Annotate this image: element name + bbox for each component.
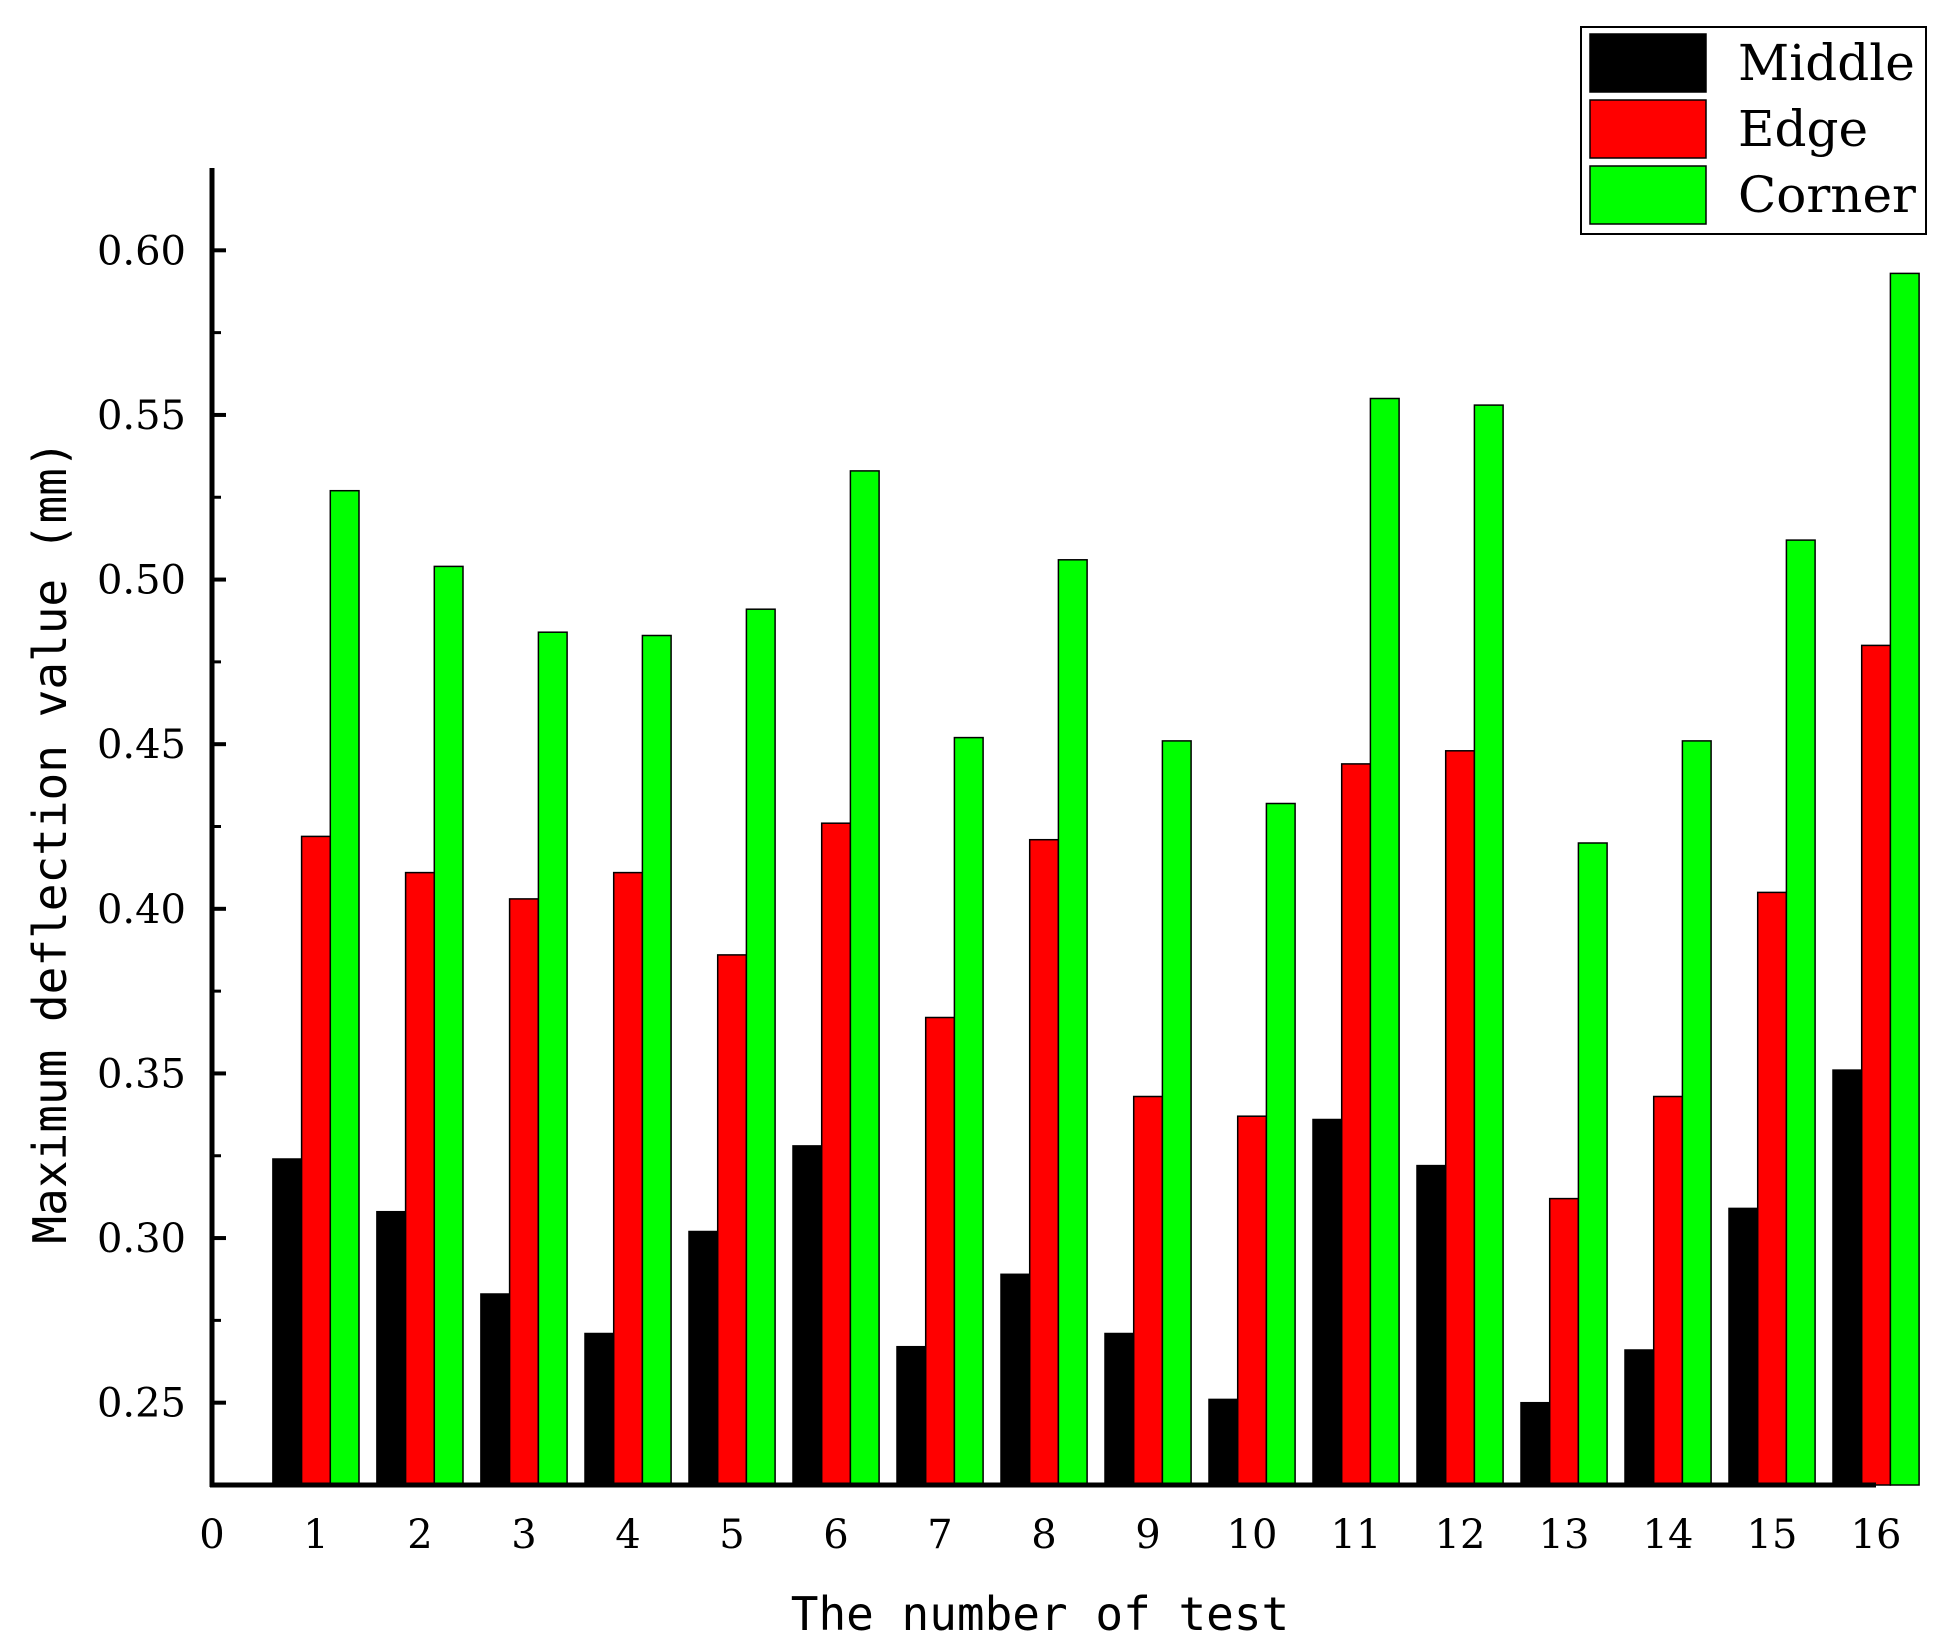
- bar-corner-test-4: [641, 634, 672, 1486]
- x-tick-label: 2: [407, 1512, 432, 1558]
- bar-edge-test-5: [716, 954, 748, 1486]
- bar-edge-test-9: [1132, 1095, 1164, 1486]
- bar-middle-test-7: [896, 1345, 927, 1486]
- bar-middle-test-10: [1208, 1398, 1239, 1486]
- x-tick-label: 7: [927, 1512, 952, 1558]
- bar-corner-test-13: [1577, 842, 1608, 1486]
- bar-middle-test-14: [1624, 1349, 1655, 1486]
- bar-edge-test-16: [1860, 644, 1892, 1486]
- x-tick-label: 3: [511, 1512, 536, 1558]
- y-tick-label: 0.45: [97, 722, 186, 768]
- bar-middle-test-13: [1520, 1401, 1551, 1486]
- bar-corner-test-12: [1473, 404, 1504, 1486]
- bar-edge-test-14: [1652, 1095, 1684, 1486]
- bar-corner-test-11: [1369, 397, 1400, 1486]
- bar-middle-test-12: [1416, 1164, 1447, 1486]
- x-tick-label: 0: [199, 1512, 224, 1558]
- x-ticks-group: 0 1 2 3 4 5 6 7 8 9 10 11 12 13 14 15 16: [199, 1512, 1901, 1558]
- x-tick-label: 12: [1435, 1512, 1486, 1558]
- y-tick-label: 0.30: [97, 1216, 186, 1262]
- x-tick-label: 9: [1135, 1512, 1160, 1558]
- legend-label-corner: Corner: [1738, 166, 1916, 224]
- y-tick-label: 0.55: [97, 393, 186, 439]
- x-tick-label: 10: [1227, 1512, 1278, 1558]
- y-tick-label: 0.60: [97, 228, 186, 274]
- bar-middle-test-11: [1312, 1118, 1343, 1486]
- bar-edge-test-12: [1444, 750, 1476, 1486]
- bar-corner-test-8: [1057, 559, 1088, 1486]
- bar-middle-test-15: [1728, 1207, 1759, 1486]
- legend: Middle Edge Corner: [1580, 26, 1927, 235]
- y-tick-label: 0.40: [97, 887, 186, 933]
- bar-corner-test-7: [953, 736, 984, 1486]
- bar-middle-test-5: [688, 1230, 719, 1486]
- bar-middle-test-9: [1104, 1332, 1135, 1486]
- bar-corner-test-2: [433, 565, 464, 1486]
- x-axis-title: The number of test: [791, 1587, 1290, 1641]
- bar-edge-test-2: [404, 871, 436, 1486]
- bar-corner-test-5: [745, 608, 776, 1486]
- y-tick-label: 0.50: [97, 558, 186, 604]
- x-tick-label: 16: [1851, 1512, 1902, 1558]
- bar-edge-test-10: [1236, 1115, 1268, 1486]
- bar-edge-test-3: [508, 898, 540, 1486]
- bar-edge-test-6: [820, 822, 852, 1486]
- x-tick-label: 11: [1331, 1512, 1382, 1558]
- x-tick-label: 15: [1747, 1512, 1798, 1558]
- bar-edge-test-11: [1340, 763, 1372, 1486]
- legend-label-middle: Middle: [1738, 34, 1915, 92]
- legend-swatch-corner: [1589, 165, 1707, 225]
- bar-edge-test-8: [1028, 838, 1060, 1486]
- y-tick-label: 0.25: [97, 1381, 186, 1427]
- x-tick-label: 13: [1539, 1512, 1590, 1558]
- bar-corner-test-15: [1785, 539, 1816, 1486]
- bar-edge-test-1: [300, 835, 332, 1486]
- y-axis-title: Maximum deflection value (mm): [23, 440, 77, 1243]
- bar-edge-test-4: [612, 871, 644, 1486]
- x-tick-label: 4: [615, 1512, 640, 1558]
- bar-corner-test-14: [1681, 740, 1712, 1486]
- bar-middle-test-16: [1832, 1069, 1863, 1486]
- bar-middle-test-3: [480, 1293, 511, 1486]
- y-tick-label: 0.35: [97, 1051, 186, 1097]
- bar-edge-test-7: [924, 1016, 956, 1486]
- bar-edge-test-15: [1756, 891, 1788, 1486]
- y-ticks-group: 0.25 0.30 0.35 0.40 0.45 0.50 0.55 0.60: [97, 228, 226, 1427]
- legend-swatch-middle: [1589, 33, 1707, 93]
- x-tick-label: 8: [1031, 1512, 1056, 1558]
- bar-corner-test-3: [537, 631, 568, 1486]
- bar-middle-test-1: [272, 1158, 303, 1486]
- x-tick-label: 14: [1643, 1512, 1694, 1558]
- bar-edge-test-13: [1548, 1197, 1580, 1486]
- x-tick-label: 1: [303, 1512, 328, 1558]
- x-tick-label: 5: [719, 1512, 744, 1558]
- x-tick-label: 6: [823, 1512, 848, 1558]
- bar-middle-test-6: [792, 1145, 823, 1486]
- bar-corner-test-16: [1889, 272, 1920, 1486]
- bar-corner-test-1: [329, 489, 360, 1486]
- bar-middle-test-4: [584, 1332, 615, 1486]
- legend-swatch-edge: [1589, 99, 1707, 159]
- bar-corner-test-9: [1161, 740, 1192, 1486]
- bars-group: [272, 272, 1920, 1486]
- legend-label-edge: Edge: [1738, 100, 1868, 158]
- bar-corner-test-10: [1265, 802, 1296, 1486]
- bar-middle-test-8: [1000, 1273, 1031, 1486]
- bar-middle-test-2: [376, 1210, 407, 1486]
- bar-corner-test-6: [849, 470, 880, 1486]
